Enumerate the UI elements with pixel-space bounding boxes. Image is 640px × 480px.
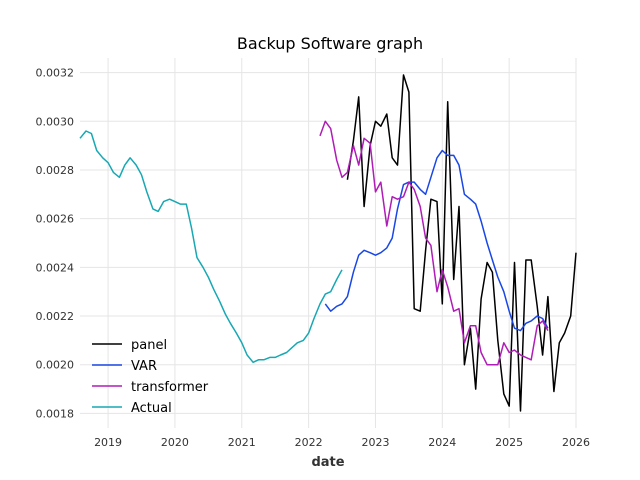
chart-title: Backup Software graph xyxy=(237,34,423,53)
series-lines xyxy=(79,74,577,412)
y-tick-label: 0.0020 xyxy=(36,359,75,372)
y-tick-label: 0.0022 xyxy=(36,310,75,323)
series-line-panel xyxy=(346,74,577,412)
y-tick-label: 0.0018 xyxy=(36,407,75,420)
legend-label-actual: Actual xyxy=(131,401,172,416)
legend-label-transformer: transformer xyxy=(131,380,209,395)
series-line-var xyxy=(324,149,549,332)
y-axis-ticks: 0.0018 0.0020 0.0022 0.0024 0.0026 0.0028 0.00… xyxy=(36,67,75,421)
series-line-transformer xyxy=(319,120,549,366)
legend-label-panel: panel xyxy=(131,338,167,353)
y-tick-label: 0.0026 xyxy=(36,213,75,226)
y-tick-label: 0.0030 xyxy=(36,115,75,128)
grid xyxy=(80,58,577,428)
series-line-actual xyxy=(79,130,343,364)
x-tick-label: 2020 xyxy=(161,436,189,449)
y-tick-label: 0.0024 xyxy=(36,261,75,274)
x-tick-label: 2023 xyxy=(361,436,389,449)
x-tick-label: 2024 xyxy=(428,436,456,449)
y-tick-label: 0.0032 xyxy=(36,67,75,80)
x-tick-label: 2025 xyxy=(495,436,523,449)
x-axis-ticks: 2019 2020 2021 2022 2023 2024 2025 2026 xyxy=(94,436,590,449)
x-tick-label: 2021 xyxy=(228,436,256,449)
x-tick-label: 2019 xyxy=(94,436,122,449)
y-tick-label: 0.0028 xyxy=(36,164,75,177)
legend: panel VAR transformer Actual xyxy=(92,338,209,416)
x-axis-label: date xyxy=(311,455,344,470)
legend-label-var: VAR xyxy=(131,359,157,374)
x-tick-label: 2026 xyxy=(562,436,590,449)
x-tick-label: 2022 xyxy=(295,436,323,449)
